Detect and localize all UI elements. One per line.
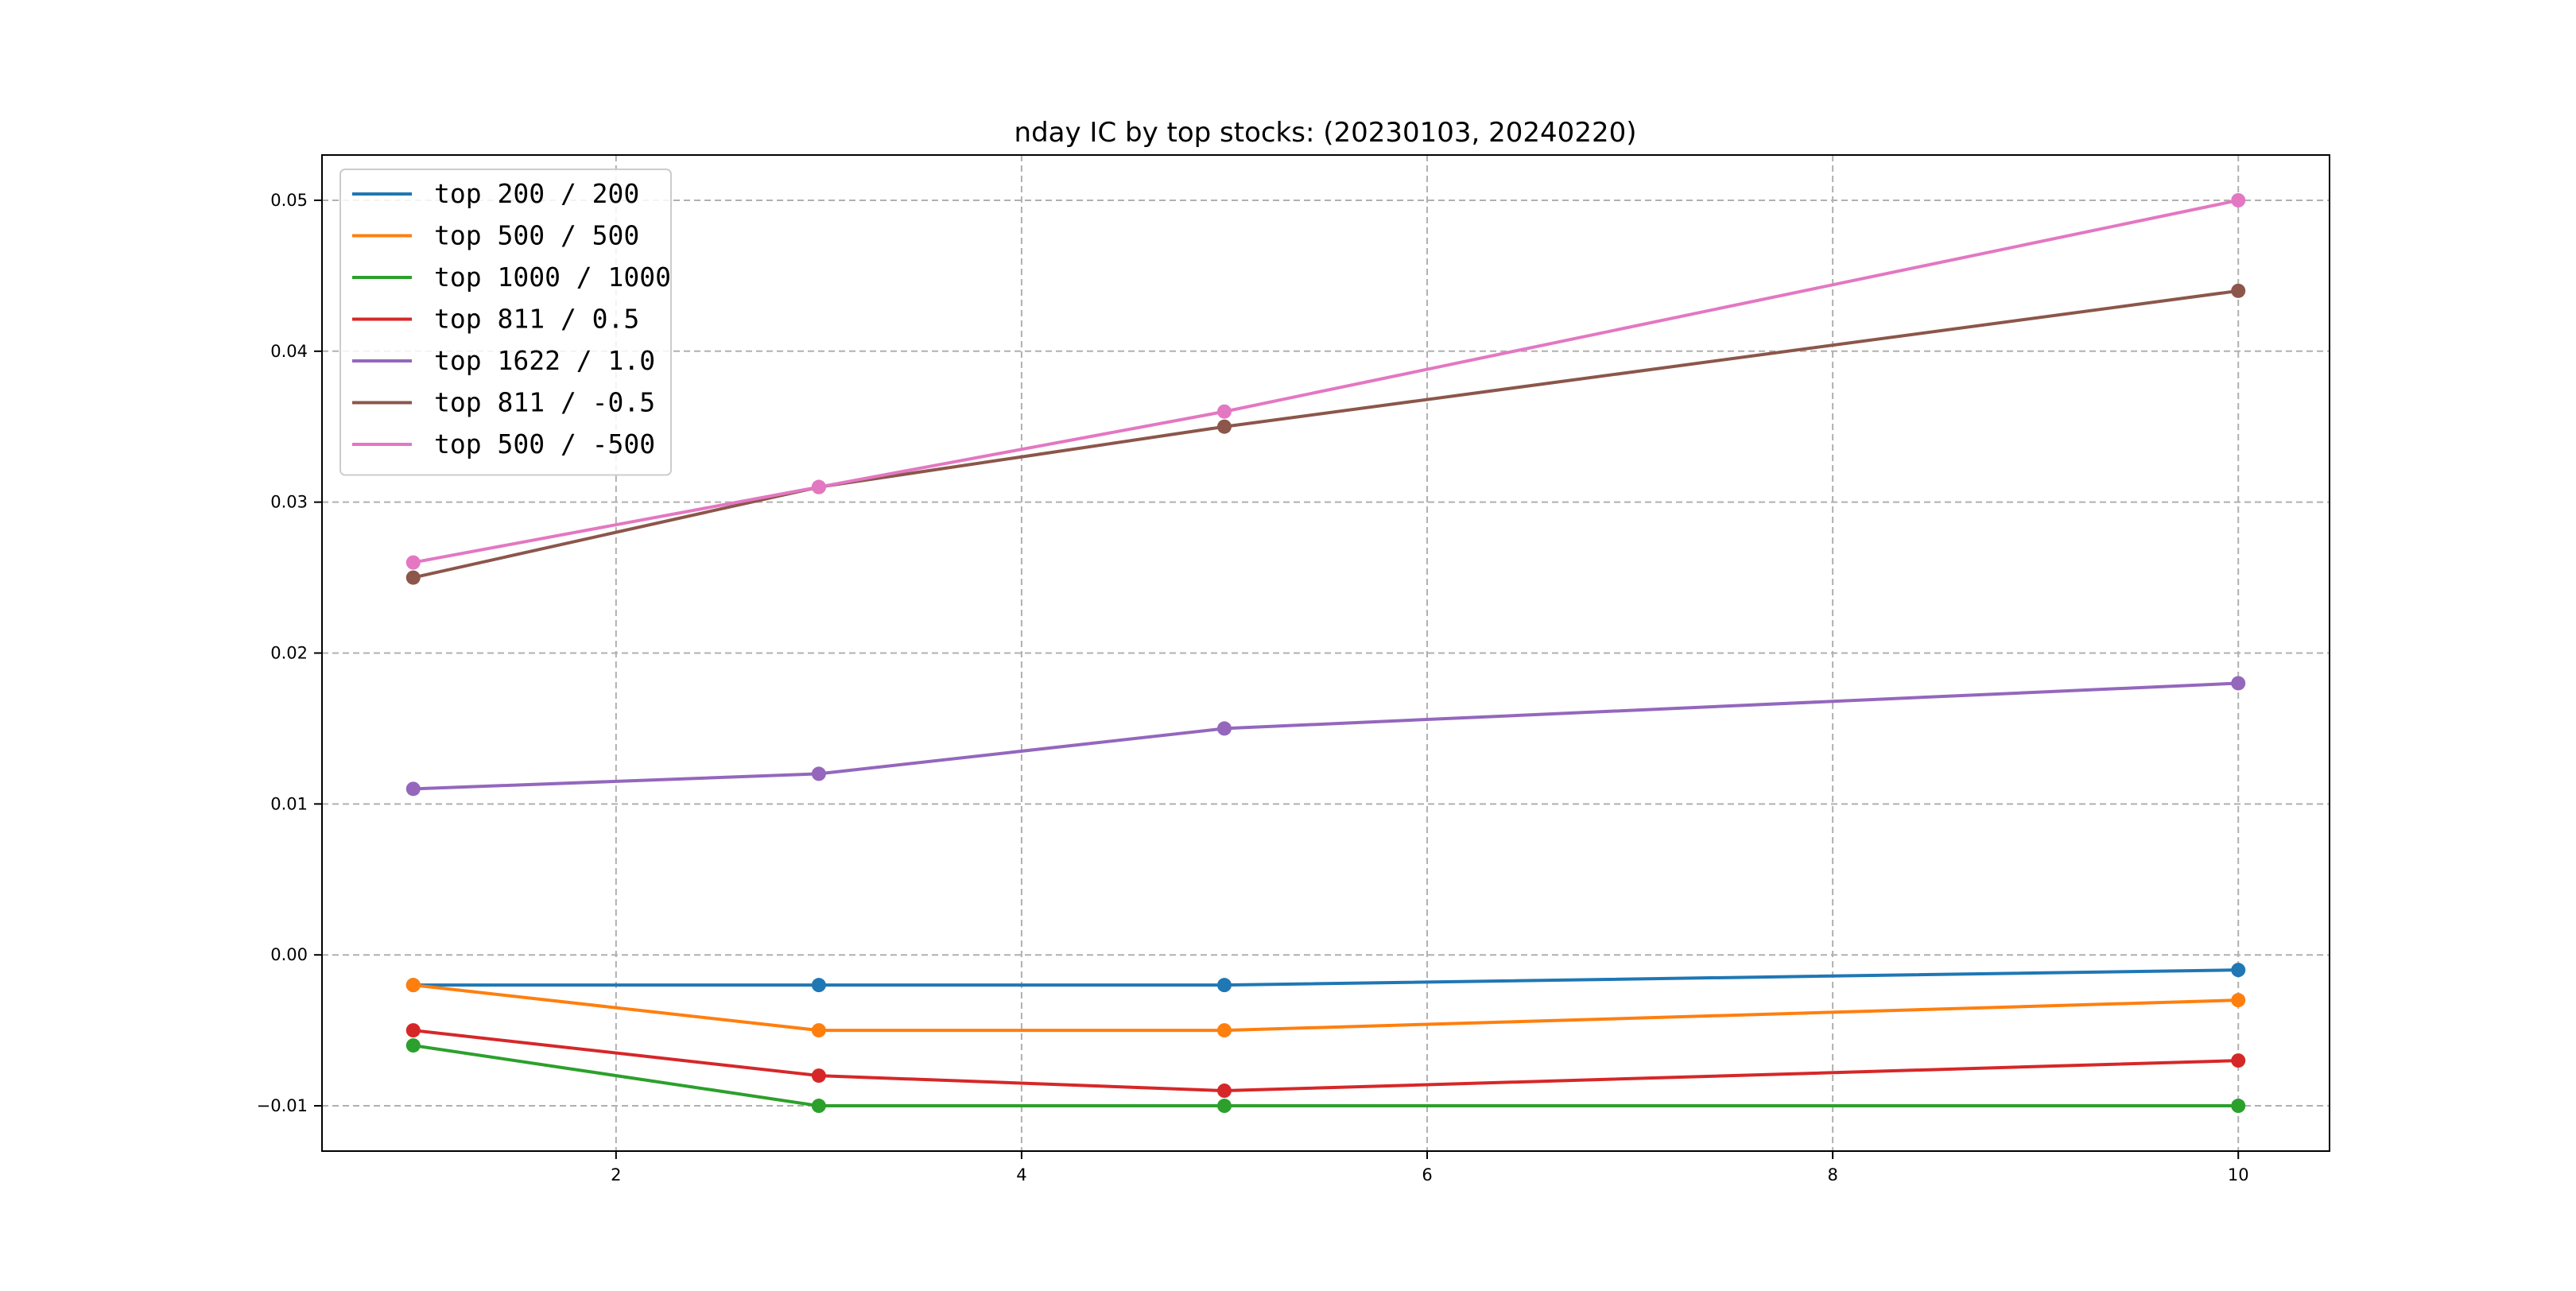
x-tick-label: 8 [1827, 1165, 1837, 1184]
data-point [811, 1023, 826, 1038]
legend-label: top 1622 / 1.0 [434, 345, 655, 376]
chart-title: nday IC by top stocks: (20230103, 202402… [1014, 117, 1637, 149]
y-tick-label: 0.01 [270, 794, 308, 813]
legend-label: top 500 / 500 [434, 220, 639, 251]
data-point [405, 1038, 421, 1053]
data-point [811, 1068, 826, 1084]
data-point [2231, 192, 2246, 207]
data-point [2231, 676, 2246, 691]
series-line [413, 968, 2239, 987]
data-point [811, 766, 826, 781]
data-point [1216, 1023, 1232, 1038]
y-tick-label: 0.00 [270, 945, 308, 964]
data-point [1216, 1084, 1232, 1099]
data-point [811, 978, 826, 993]
series-line [413, 1044, 2239, 1108]
y-tick-label: 0.03 [270, 493, 308, 512]
y-tick-label: 0.04 [270, 342, 308, 361]
data-point [1216, 978, 1232, 993]
data-point [1216, 419, 1232, 434]
y-tick-label: 0.02 [270, 644, 308, 663]
data-point [811, 1099, 826, 1114]
data-point [2231, 283, 2246, 298]
series-line [413, 1029, 2239, 1093]
x-tick-label: 2 [611, 1165, 621, 1184]
series-line [413, 681, 2239, 791]
y-tick-label: 0.05 [270, 191, 308, 210]
data-point [405, 570, 421, 585]
legend-label: top 1000 / 1000 [434, 262, 671, 293]
legend-box [339, 169, 672, 476]
data-point [405, 781, 421, 797]
series-4 [405, 676, 2246, 797]
series-lines [405, 192, 2246, 1114]
series-line [413, 198, 2239, 564]
data-point [405, 978, 421, 993]
data-point [1216, 404, 1232, 419]
data-point [2231, 1053, 2246, 1068]
x-tick-label: 10 [2228, 1165, 2249, 1184]
data-point [2231, 993, 2246, 1008]
series-6 [405, 192, 2246, 570]
data-point [811, 479, 826, 494]
data-point [405, 1023, 421, 1038]
data-point [405, 555, 421, 570]
legend-label: top 811 / -0.5 [434, 387, 655, 418]
axes: 2 4 6 8 10 −0.01 0.00 0.01 0.02 0.03 0.04 0.05 [257, 191, 2249, 1184]
y-tick-label: −0.01 [257, 1096, 308, 1115]
legend: top 200 / 200 top 500 / 500 top 1000 / 100… [339, 169, 672, 476]
x-tick-label: 4 [1016, 1165, 1026, 1184]
series-2 [405, 1038, 2246, 1114]
series-5 [405, 283, 2246, 585]
series-3 [405, 1023, 2246, 1099]
series-1 [405, 978, 2246, 1038]
legend-label: top 811 / 0.5 [434, 304, 639, 335]
data-point [1216, 721, 1232, 736]
legend-label: top 500 / -500 [434, 428, 655, 459]
legend-label: top 200 / 200 [434, 178, 639, 209]
data-point [1216, 1099, 1232, 1114]
data-point [2231, 1099, 2246, 1114]
series-line [413, 983, 2239, 1033]
data-point [2231, 963, 2246, 978]
series-line [413, 289, 2239, 580]
x-tick-label: 6 [1422, 1165, 1432, 1184]
